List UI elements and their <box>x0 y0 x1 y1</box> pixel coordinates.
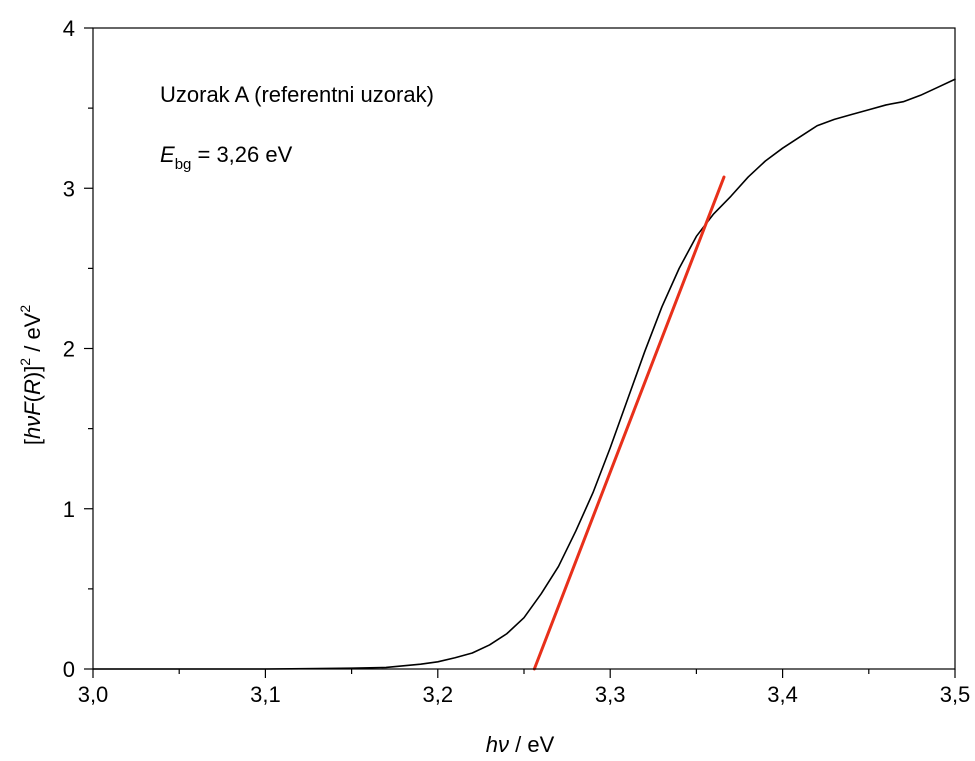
annotation-band-gap: Ebg = 3,26 eV <box>160 142 293 173</box>
x-tick-label: 3,0 <box>78 682 109 707</box>
band-gap-subscript: bg <box>175 156 192 173</box>
y-axis-title-unit: / eV <box>20 312 45 358</box>
y-axis-title: [hνF(R)]2 / eV2 <box>17 305 45 446</box>
plot-frame <box>92 27 956 670</box>
axis-ticks <box>84 27 956 678</box>
tick-labels: 3,0 3,1 3,2 3,3 3,4 3,5 0 1 2 3 4 <box>63 16 971 707</box>
tangent-fit-line <box>532 175 726 671</box>
y-axis-title-paren-close: )] <box>20 366 45 379</box>
kubelka-munk-curve <box>92 78 956 670</box>
y-tick-label: 0 <box>63 657 75 682</box>
x-tick-label: 3,3 <box>595 682 626 707</box>
y-tick-label: 1 <box>63 497 75 522</box>
x-tick-label: 3,4 <box>767 682 798 707</box>
y-tick-label: 2 <box>63 337 75 362</box>
y-axis-title-sup1: 2 <box>17 358 33 366</box>
band-gap-symbol: E <box>160 142 175 167</box>
annotation-sample: Uzorak A (referentni uzorak) <box>160 82 434 107</box>
x-tick-label: 3,5 <box>940 682 971 707</box>
x-axis-title-unit: / eV <box>509 732 555 757</box>
y-axis-title-paren-open: ( <box>20 394 45 402</box>
y-axis-title-hvf: hνF <box>20 401 45 439</box>
y-tick-label: 3 <box>63 176 75 201</box>
y-axis-title-r: R <box>20 379 45 395</box>
y-axis-title-sup2: 2 <box>17 305 33 313</box>
x-axis-title: hν / eV <box>486 732 555 757</box>
series-layer <box>92 78 956 671</box>
x-axis-title-symbol: hν <box>486 732 509 757</box>
band-gap-value: = 3,26 eV <box>191 142 292 167</box>
x-tick-label: 3,1 <box>250 682 281 707</box>
x-tick-label: 3,2 <box>423 682 454 707</box>
y-axis-title-bracket: [ <box>20 439 45 445</box>
y-tick-label: 4 <box>63 16 75 41</box>
